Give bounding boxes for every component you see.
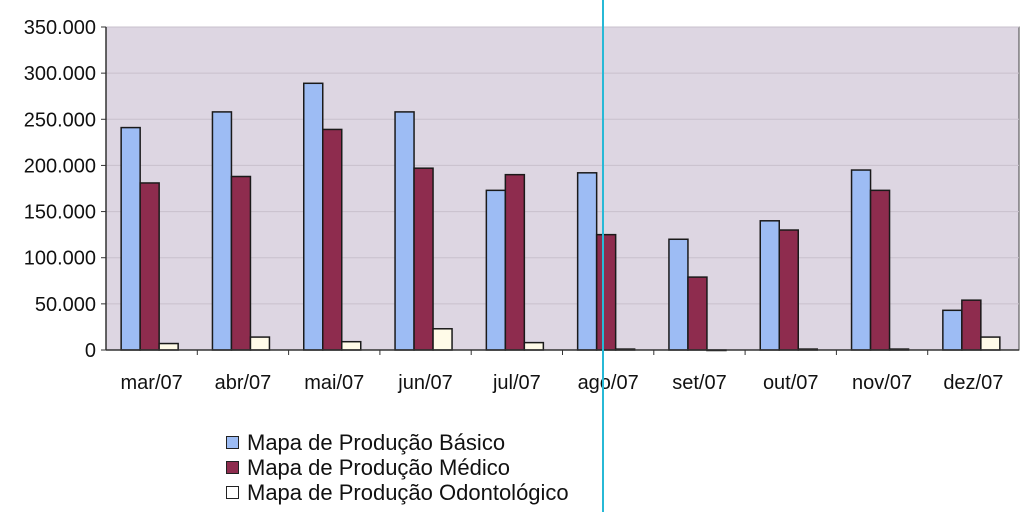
x-tick-label: ago/07 bbox=[578, 372, 639, 394]
bar-medico bbox=[413, 167, 434, 351]
legend-item-medico: Mapa de Produção Médico bbox=[226, 455, 569, 480]
legend: Mapa de Produção Básico Mapa de Produção… bbox=[226, 430, 569, 505]
x-tick-label: mai/07 bbox=[304, 372, 364, 394]
y-tick-label: 250.000 bbox=[24, 109, 96, 131]
y-tick-label: 50.000 bbox=[35, 294, 96, 316]
bar-basico bbox=[850, 169, 872, 351]
y-tick-label: 0 bbox=[85, 340, 96, 362]
x-tick-label: out/07 bbox=[763, 372, 819, 394]
bar-basico bbox=[303, 82, 324, 351]
legend-label-odontologico: Mapa de Produção Odontológico bbox=[247, 479, 569, 505]
y-tick-label: 150.000 bbox=[24, 202, 96, 224]
bar-medico bbox=[961, 299, 982, 351]
y-tick-label: 100.000 bbox=[24, 248, 96, 270]
bar-basico bbox=[485, 189, 507, 351]
bar-basico bbox=[668, 238, 689, 351]
y-axis-ticks: 350.000 300.000 250.000 200.000 150.000 100.0… bbox=[24, 17, 106, 362]
x-axis-ticks: mar/07 abr/07 mai/07 jun/07 jul/07 ago/07 set/… bbox=[121, 350, 1003, 394]
bar-medico bbox=[322, 128, 343, 351]
bar-odontologico bbox=[158, 342, 179, 351]
x-tick-label: nov/07 bbox=[852, 372, 912, 394]
x-tick-label: jul/07 bbox=[492, 372, 541, 394]
bar-chart: 350.000 300.000 250.000 200.000 150.000 100.0… bbox=[24, 17, 1020, 394]
bar-medico bbox=[778, 229, 799, 351]
bar-medico bbox=[687, 276, 708, 351]
x-tick-label: dez/07 bbox=[943, 372, 1003, 394]
x-tick-label: jun/07 bbox=[397, 372, 453, 394]
bar-odontologico bbox=[523, 341, 545, 351]
bar-odontologico bbox=[980, 336, 1001, 351]
bar-medico bbox=[504, 173, 526, 351]
bar-medico bbox=[869, 189, 891, 351]
x-tick-label: abr/07 bbox=[215, 372, 272, 394]
bar-basico bbox=[576, 172, 598, 351]
legend-item-basico: Mapa de Produção Básico bbox=[226, 430, 569, 455]
y-tick-label: 350.000 bbox=[24, 17, 96, 39]
bar-medico bbox=[595, 233, 617, 351]
bar-basico bbox=[394, 111, 415, 351]
legend-swatch-basico bbox=[226, 436, 239, 449]
bar-odontologico bbox=[432, 328, 453, 351]
bars bbox=[120, 82, 1001, 352]
legend-swatch-medico bbox=[226, 461, 239, 474]
x-tick-label: set/07 bbox=[672, 372, 726, 394]
y-tick-label: 300.000 bbox=[24, 63, 96, 85]
bar-odontologico bbox=[249, 336, 271, 351]
legend-item-odontologico: Mapa de Produção Odontológico bbox=[226, 480, 569, 505]
y-tick-label: 200.000 bbox=[24, 155, 96, 177]
bar-medico bbox=[139, 182, 160, 351]
legend-label-basico: Mapa de Produção Básico bbox=[247, 429, 506, 455]
bar-odontologico bbox=[341, 340, 362, 351]
bar-medico bbox=[230, 175, 252, 351]
legend-label-medico: Mapa de Produção Médico bbox=[247, 454, 510, 480]
bar-basico bbox=[120, 126, 141, 351]
bar-basico bbox=[211, 111, 233, 351]
bar-basico bbox=[759, 220, 780, 351]
x-tick-label: mar/07 bbox=[121, 372, 183, 394]
legend-swatch-odontologico bbox=[226, 486, 239, 499]
bar-basico bbox=[942, 309, 963, 351]
text-cursor-line bbox=[602, 0, 604, 512]
